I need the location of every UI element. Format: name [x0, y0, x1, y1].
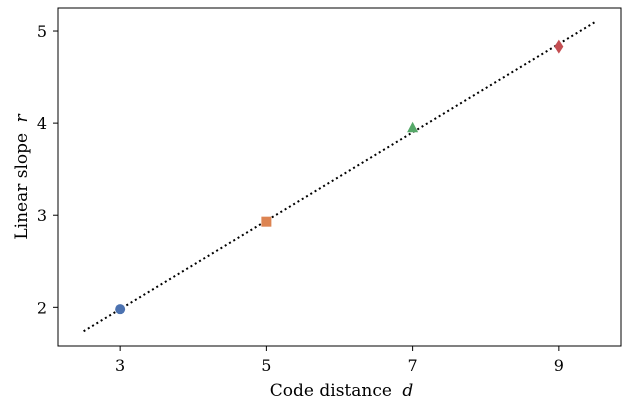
data-point-triangle — [407, 121, 419, 133]
x-tick-label: 5 — [261, 356, 271, 375]
y-tick-label: 5 — [37, 22, 47, 41]
y-tick-label: 3 — [37, 206, 47, 225]
y-axis-label: Linear slope r — [12, 113, 32, 239]
y-axis-label-text: Linear slope — [12, 133, 32, 240]
x-axis-variable: d — [402, 381, 413, 401]
data-point-diamond — [554, 39, 564, 54]
fit-line — [83, 20, 596, 333]
x-tick-label: 3 — [115, 356, 125, 375]
plot-frame — [57, 7, 622, 347]
x-tick-label: 9 — [554, 356, 564, 375]
y-axis-variable: r — [12, 113, 32, 122]
x-axis-label-text: Code distance — [270, 381, 392, 401]
data-point-square — [261, 216, 272, 227]
x-axis-label: Code distance d — [270, 381, 414, 401]
x-tick-label: 7 — [408, 356, 418, 375]
y-tick-label: 2 — [37, 298, 47, 317]
data-point-circle — [115, 304, 126, 315]
y-tick-label: 4 — [37, 114, 47, 133]
